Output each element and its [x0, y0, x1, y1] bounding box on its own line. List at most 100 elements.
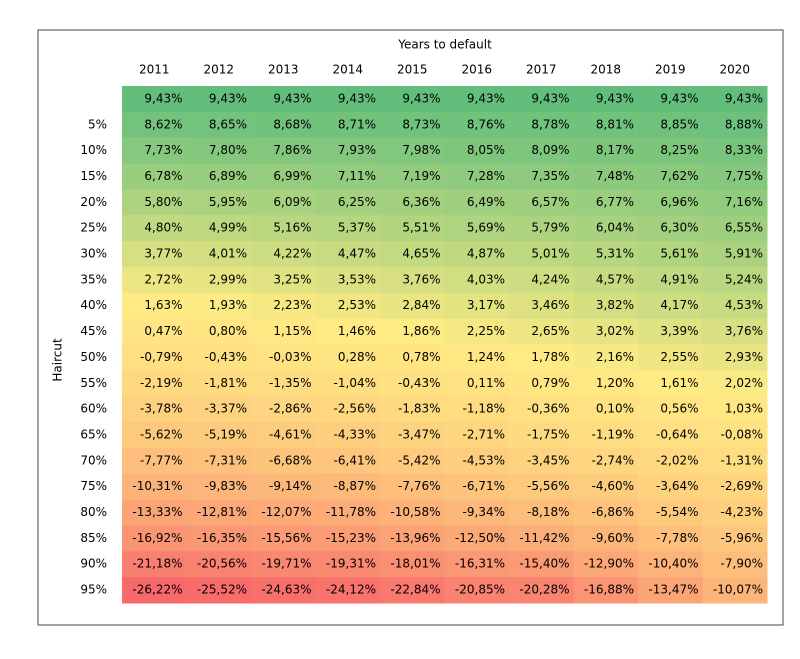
- cell-value: 8,73%: [402, 117, 440, 131]
- cell-value: -2,19%: [140, 376, 182, 390]
- cell-value: -16,31%: [455, 557, 505, 571]
- cell-value: -7,78%: [656, 531, 698, 545]
- cell: [509, 266, 574, 294]
- cell-value: 1,86%: [402, 324, 440, 338]
- cell-value: -10,07%: [713, 583, 763, 597]
- cell-value: -0,08%: [721, 427, 763, 441]
- cell-value: 2,84%: [402, 298, 440, 312]
- cell-value: -13,47%: [648, 583, 698, 597]
- cell: [702, 577, 768, 604]
- cell-value: -19,71%: [261, 557, 311, 571]
- cell-value: -22,84%: [390, 583, 440, 597]
- cell: [509, 499, 574, 526]
- row-label: 10%: [80, 143, 107, 157]
- cell: [509, 215, 574, 242]
- cell: [122, 422, 187, 449]
- cell-value: 4,22%: [273, 247, 311, 261]
- cell: [380, 241, 445, 268]
- cell-value: -20,85%: [455, 583, 505, 597]
- cell: [509, 551, 574, 578]
- cell-value: 6,30%: [660, 221, 698, 235]
- cell-value: 0,80%: [209, 324, 247, 338]
- cell-value: -12,50%: [455, 531, 505, 545]
- cell: [702, 241, 768, 268]
- cell-value: 1,24%: [467, 350, 505, 364]
- cell-value: 5,01%: [531, 247, 569, 261]
- cell-value: -11,78%: [326, 505, 376, 519]
- cell-value: 2,55%: [660, 350, 698, 364]
- cell-value: 0,47%: [144, 324, 182, 338]
- cell-value: -5,56%: [527, 479, 569, 493]
- cell-value: -6,86%: [592, 505, 634, 519]
- cell-value: -9,60%: [592, 531, 634, 545]
- cell-value: 3,39%: [660, 324, 698, 338]
- cell: [380, 86, 445, 113]
- cell: [122, 163, 187, 190]
- row-label: 5%: [88, 117, 107, 131]
- cell-value: 0,28%: [338, 350, 376, 364]
- cell-value: 9,43%: [531, 91, 569, 105]
- cell-value: 7,28%: [467, 169, 505, 183]
- cell: [186, 551, 252, 578]
- cell-value: 0,11%: [467, 376, 505, 390]
- cell: [380, 318, 445, 345]
- cell: [509, 86, 574, 113]
- cell-value: -4,33%: [334, 427, 376, 441]
- cell-value: 8,65%: [209, 117, 247, 131]
- cell-value: 9,43%: [144, 91, 182, 105]
- cell: [251, 111, 316, 139]
- cell: [638, 422, 703, 449]
- cell-value: 2,93%: [725, 350, 763, 364]
- cell-value: 1,61%: [660, 376, 698, 390]
- column-header: 2014: [332, 63, 363, 77]
- cell: [251, 499, 316, 526]
- cell-value: 1,63%: [144, 298, 182, 312]
- cell-value: 2,72%: [144, 272, 182, 286]
- cell-value: -0,36%: [527, 402, 569, 416]
- cell: [380, 370, 445, 397]
- cell-value: -0,43%: [205, 350, 247, 364]
- cell-value: 8,88%: [725, 117, 763, 131]
- cell: [186, 215, 252, 242]
- cell-value: -0,79%: [140, 350, 182, 364]
- cell-value: 8,68%: [273, 117, 311, 131]
- cell: [186, 111, 252, 139]
- cell-value: -0,64%: [656, 427, 698, 441]
- cell-value: -15,56%: [261, 531, 311, 545]
- cell-value: -12,81%: [197, 505, 247, 519]
- cell: [122, 396, 187, 423]
- cell-value: -4,23%: [721, 505, 763, 519]
- cell-value: 9,43%: [596, 91, 634, 105]
- cell-value: 8,09%: [531, 143, 569, 157]
- row-label: 15%: [80, 169, 107, 183]
- cell-value: -2,86%: [269, 402, 311, 416]
- cell: [251, 396, 316, 423]
- row-label: 30%: [80, 247, 107, 261]
- column-header: 2015: [397, 63, 428, 77]
- cell-value: 2,99%: [209, 272, 247, 286]
- cell: [702, 266, 768, 294]
- cell-value: -13,33%: [132, 505, 182, 519]
- cell-value: -13,96%: [390, 531, 440, 545]
- cell: [444, 163, 510, 190]
- cell-value: -10,40%: [648, 557, 698, 571]
- cell: [380, 266, 445, 294]
- cell: [573, 137, 639, 165]
- cell: [380, 189, 445, 216]
- cell-value: 4,65%: [402, 247, 440, 261]
- cell: [573, 525, 639, 552]
- cell: [251, 551, 316, 578]
- cell: [509, 292, 574, 320]
- cell: [444, 318, 510, 345]
- cell-value: 6,57%: [531, 195, 569, 209]
- cell-value: -2,74%: [592, 453, 634, 467]
- cell: [122, 241, 187, 268]
- row-label: 80%: [80, 505, 107, 519]
- cell: [186, 86, 252, 113]
- cell: [122, 344, 187, 371]
- cell-value: -1,18%: [463, 402, 505, 416]
- cell: [186, 292, 252, 320]
- cell-value: -5,62%: [140, 427, 182, 441]
- cell: [638, 292, 703, 320]
- cell: [444, 422, 510, 449]
